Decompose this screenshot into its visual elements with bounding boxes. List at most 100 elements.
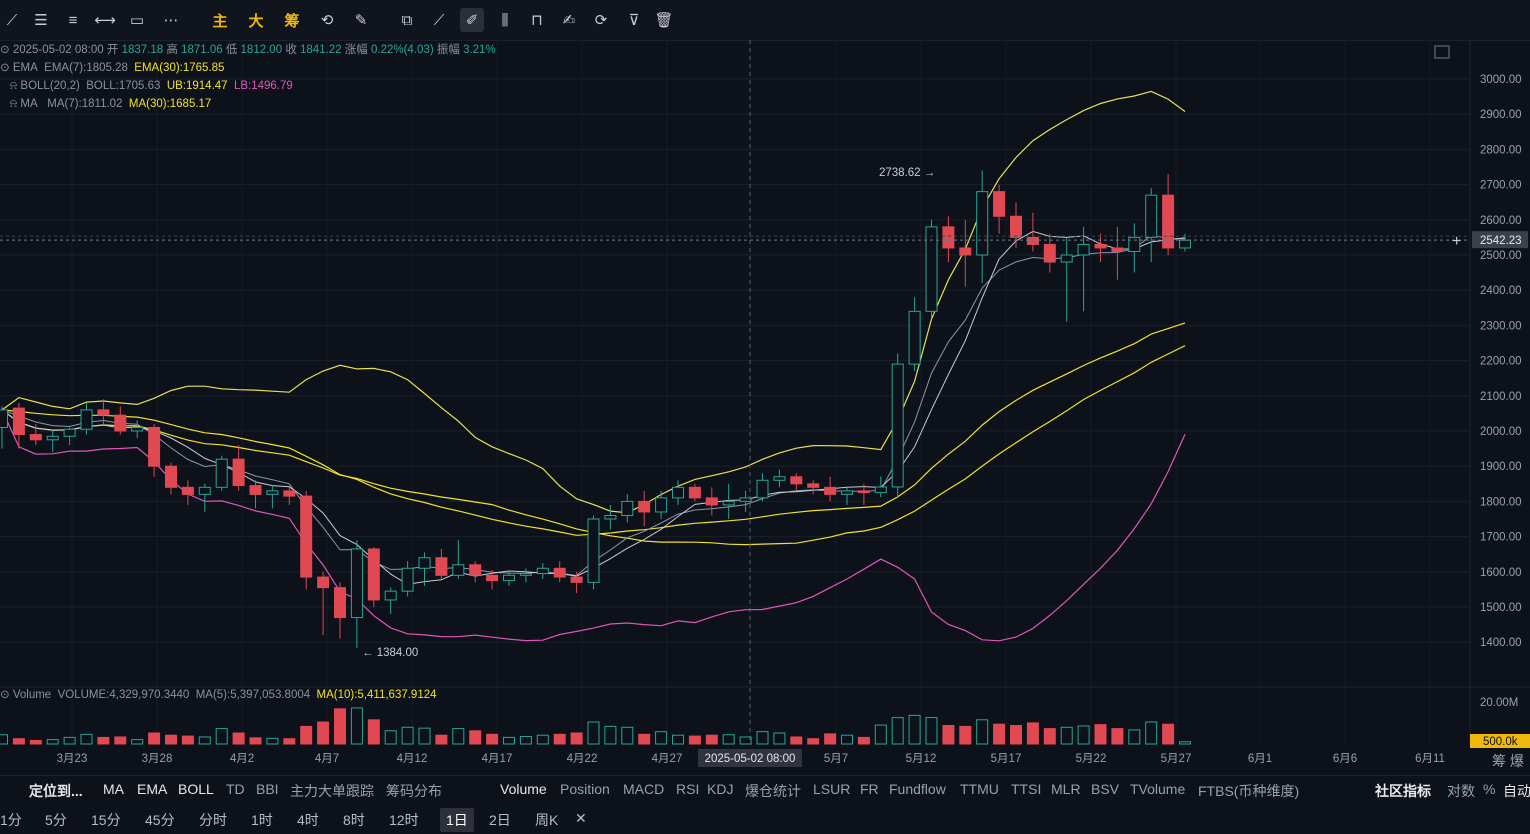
lock-tool-icon[interactable]: ⊓ <box>531 12 543 29</box>
volume-bar <box>334 708 346 745</box>
indicator-item[interactable]: Volume <box>500 781 547 797</box>
indicator-item[interactable]: 主力大单跟踪 <box>290 783 374 799</box>
timeframe-tab[interactable]: 15分 <box>91 812 121 828</box>
x-tick-label: 4月2 <box>230 753 254 765</box>
volume-bar <box>249 737 262 745</box>
timeframe-tab[interactable]: 2日 <box>489 812 511 828</box>
volume-bar <box>1043 728 1056 745</box>
indicator-item[interactable]: 爆仓统计 <box>745 783 801 799</box>
indicator-item[interactable]: RSI <box>676 781 700 797</box>
boll-mid-value: BOLL:1705.63 <box>86 80 161 92</box>
indicator-item[interactable]: 社区指标 <box>1375 783 1431 799</box>
brush-tool-icon[interactable]: ✐ <box>460 8 484 32</box>
indicator-item[interactable]: FR <box>860 781 879 797</box>
delete-tool-icon[interactable]: 🗑 <box>654 12 674 29</box>
volume-bar <box>1060 726 1073 745</box>
fullscreen-icon[interactable] <box>1434 45 1450 59</box>
plus-icon[interactable]: + <box>1452 233 1461 250</box>
timeframe-tab[interactable]: 4时 <box>297 812 319 828</box>
indicator-item[interactable]: EMA <box>137 781 168 797</box>
candle-body <box>841 490 853 495</box>
indicator-item[interactable]: TTSI <box>1011 781 1042 797</box>
high-marker-label: 2738.62 → <box>879 167 935 179</box>
indicator-item[interactable]: BBI <box>256 781 279 797</box>
main-indicator-button[interactable]: 主 <box>212 12 228 30</box>
candle-body <box>756 479 769 499</box>
timeframe-tab[interactable]: 1时 <box>251 812 273 828</box>
big-order-button[interactable]: 大 <box>248 12 264 30</box>
draw-tool-icon[interactable]: ⟲ <box>320 12 334 29</box>
indicator-item[interactable]: BOLL <box>178 781 214 797</box>
eye-icon[interactable]: ⊙ <box>0 689 13 701</box>
indicator-item[interactable]: % <box>1483 781 1496 797</box>
bell-icon[interactable]: ⍾ <box>0 80 18 92</box>
close-icon[interactable]: ✕ <box>575 810 587 826</box>
line-tool-icon[interactable]: ⟋ <box>6 11 18 29</box>
ma30-value: MA(30):1685.17 <box>128 98 212 110</box>
ema7-value: EMA(7):1805.28 <box>44 62 128 74</box>
timeframe-tab[interactable]: 周K <box>535 812 559 828</box>
candle-body <box>249 485 262 495</box>
side-label[interactable]: 爆 <box>1509 753 1524 769</box>
ema30-value: EMA(30):1765.85 <box>134 62 225 74</box>
candle-body <box>350 548 363 619</box>
indicator-item[interactable]: BSV <box>1091 781 1120 797</box>
candle-body <box>12 407 25 436</box>
timeframe-tab[interactable]: 5分 <box>45 812 67 828</box>
side-label[interactable]: 筹 <box>1492 753 1510 769</box>
eye-icon[interactable]: ⊙ <box>0 62 13 74</box>
indicator-item[interactable]: FTBS(币种维度) <box>1198 783 1300 799</box>
ema-row[interactable]: ⊙ EMA EMA(7):1805.28 EMA(30):1765.85 <box>0 59 800 77</box>
list-tool-icon[interactable]: ≡ <box>68 11 78 29</box>
volume-bar <box>97 736 110 745</box>
indicator-item[interactable]: Fundflow <box>889 781 946 797</box>
price-chart[interactable]: 3000.00 2900.00 2800.00 2700.00 2600.00 2500.… <box>0 40 1530 775</box>
indicator-item[interactable]: 筹码分布 <box>386 783 442 799</box>
indicator-item[interactable]: TVolume <box>1130 781 1186 797</box>
rect-tool-icon[interactable]: ▭ <box>129 12 145 29</box>
timeframe-tab[interactable]: 12时 <box>389 812 419 828</box>
indicator-item[interactable]: 对数 <box>1447 783 1475 799</box>
timeframe-tab[interactable]: 8时 <box>343 812 365 828</box>
candle-body <box>29 434 42 441</box>
volume-bar <box>553 733 566 745</box>
volume-bar <box>1094 724 1107 745</box>
indicator-item[interactable]: MLR <box>1051 781 1081 797</box>
chip-button[interactable]: 筹 <box>284 12 300 30</box>
indicator-item[interactable]: LSUR <box>813 781 851 797</box>
filter-tool-icon[interactable]: ⊽ <box>628 12 640 29</box>
indicator-item[interactable]: MACD <box>623 781 665 797</box>
y-tick-label: 1800.00 <box>1480 496 1522 508</box>
candle-body <box>435 557 448 576</box>
measure-tool-icon[interactable]: ⫼ <box>501 11 509 29</box>
indicator-item[interactable]: Position <box>560 781 610 797</box>
timeframe-tab[interactable]: 1分 <box>0 812 22 828</box>
collapse-icon[interactable]: ⊙ <box>0 44 13 56</box>
copy-tool-icon[interactable]: ⧉ <box>401 11 413 29</box>
ruler-tool-icon[interactable]: ⟋ <box>433 11 445 29</box>
volume-bar <box>350 707 363 745</box>
ma-row[interactable]: ⍾ MA MA(7):1811.02 MA(30):1685.17 <box>0 95 800 113</box>
pen-tool-icon[interactable]: ✎ <box>354 12 368 29</box>
timeframe-tab[interactable]: 分时 <box>199 812 227 828</box>
indicator-item[interactable]: TTMU <box>960 781 999 797</box>
indicator-item[interactable]: 自动 <box>1503 783 1530 799</box>
boll-row[interactable]: ⍾ BOLL(20,2) BOLL:1705.63 UB:1914.47 LB:… <box>0 77 800 95</box>
bell-icon[interactable]: ⍾ <box>0 98 18 110</box>
volume-bar <box>114 736 127 745</box>
timeframe-tab[interactable]: 1日 <box>440 808 474 832</box>
candle-body <box>925 226 938 312</box>
dot-tool-icon[interactable]: ⋯ <box>163 12 179 29</box>
indicator-item[interactable]: 定位到... <box>29 783 83 799</box>
volume-last-label: 500.0k <box>1483 736 1518 748</box>
hline-tool-icon[interactable]: ⟷ <box>94 12 116 29</box>
indicator-item[interactable]: KDJ <box>707 781 734 797</box>
menu-tool-icon[interactable]: ☰ <box>34 12 48 29</box>
timeframe-tab[interactable]: 45分 <box>145 812 175 828</box>
candle-body <box>1094 243 1107 249</box>
volume-bar <box>198 736 211 745</box>
indicator-item[interactable]: MA <box>103 781 124 797</box>
indicator-item[interactable]: TD <box>226 781 245 797</box>
magnet-tool-icon[interactable]: ⟳ <box>594 12 608 29</box>
note-tool-icon[interactable]: ✍ <box>562 12 576 29</box>
